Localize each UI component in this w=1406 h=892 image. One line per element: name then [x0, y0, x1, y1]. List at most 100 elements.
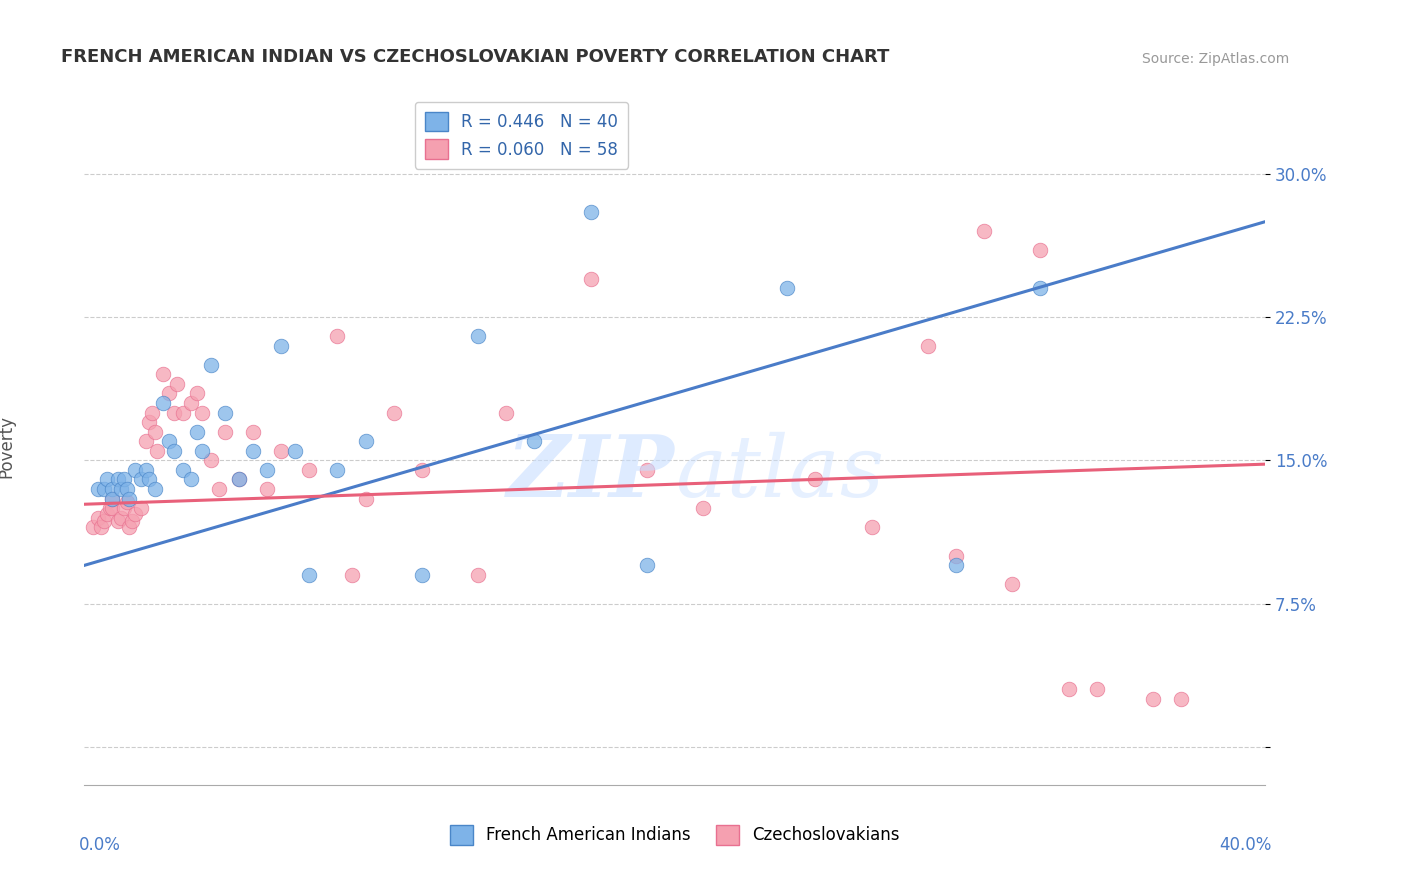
Point: [1001, 577, 1024, 591]
Point: [242, 443, 264, 458]
Point: [579, 205, 602, 219]
Point: [636, 558, 658, 573]
Point: [110, 510, 132, 524]
Point: [354, 491, 377, 506]
Point: [186, 425, 208, 439]
Point: [326, 463, 349, 477]
Point: [191, 406, 214, 420]
Point: [636, 463, 658, 477]
Point: [411, 568, 433, 582]
Point: [1085, 682, 1108, 697]
Point: [129, 472, 152, 486]
Point: [82, 520, 104, 534]
Point: [186, 386, 208, 401]
Point: [1029, 281, 1052, 295]
Point: [166, 376, 188, 391]
Point: [191, 443, 214, 458]
Point: [973, 224, 995, 238]
Point: [93, 515, 115, 529]
Point: [1142, 692, 1164, 706]
Point: [382, 406, 405, 420]
Point: [180, 472, 202, 486]
Point: [860, 520, 883, 534]
Point: [804, 472, 827, 486]
Point: [1170, 692, 1192, 706]
Text: FRENCH AMERICAN INDIAN VS CZECHOSLOVAKIAN POVERTY CORRELATION CHART: FRENCH AMERICAN INDIAN VS CZECHOSLOVAKIA…: [60, 48, 889, 66]
Point: [256, 482, 278, 496]
Point: [692, 501, 714, 516]
Text: 40.0%: 40.0%: [1219, 836, 1271, 854]
Point: [270, 339, 292, 353]
Point: [340, 568, 363, 582]
Point: [146, 443, 169, 458]
Point: [326, 329, 349, 343]
Point: [411, 463, 433, 477]
Point: [138, 472, 160, 486]
Point: [141, 406, 163, 420]
Point: [495, 406, 517, 420]
Point: [242, 425, 264, 439]
Point: [163, 406, 186, 420]
Point: [523, 434, 546, 449]
Point: [124, 507, 146, 521]
Point: [579, 272, 602, 286]
Point: [157, 434, 180, 449]
Legend: French American Indians, Czechoslovakians: French American Indians, Czechoslovakian…: [443, 819, 907, 851]
Point: [270, 443, 292, 458]
Point: [115, 482, 138, 496]
Point: [96, 507, 118, 521]
Point: [138, 415, 160, 429]
Point: [101, 491, 124, 506]
Point: [107, 515, 129, 529]
Point: [172, 463, 194, 477]
Point: [228, 472, 250, 486]
Y-axis label: Poverty: Poverty: [0, 415, 15, 477]
Point: [228, 472, 250, 486]
Point: [87, 482, 110, 496]
Point: [98, 501, 121, 516]
Point: [214, 425, 236, 439]
Point: [101, 491, 124, 506]
Point: [180, 396, 202, 410]
Point: [101, 482, 124, 496]
Point: [152, 368, 174, 382]
Point: [917, 339, 939, 353]
Point: [107, 472, 129, 486]
Point: [157, 386, 180, 401]
Point: [135, 434, 157, 449]
Text: ZIP: ZIP: [508, 432, 675, 515]
Point: [163, 443, 186, 458]
Point: [112, 501, 135, 516]
Point: [101, 501, 124, 516]
Point: [124, 463, 146, 477]
Point: [200, 358, 222, 372]
Point: [1029, 244, 1052, 258]
Point: [152, 396, 174, 410]
Point: [354, 434, 377, 449]
Point: [172, 406, 194, 420]
Point: [96, 472, 118, 486]
Point: [110, 482, 132, 496]
Point: [256, 463, 278, 477]
Point: [112, 472, 135, 486]
Point: [200, 453, 222, 467]
Text: 0.0%: 0.0%: [79, 836, 121, 854]
Point: [214, 406, 236, 420]
Point: [143, 482, 166, 496]
Point: [467, 568, 489, 582]
Point: [298, 568, 321, 582]
Text: atlas: atlas: [675, 432, 884, 515]
Point: [945, 558, 967, 573]
Point: [776, 281, 799, 295]
Point: [945, 549, 967, 563]
Point: [121, 515, 143, 529]
Point: [135, 463, 157, 477]
Point: [115, 495, 138, 509]
Point: [284, 443, 307, 458]
Point: [129, 501, 152, 516]
Point: [87, 510, 110, 524]
Point: [93, 482, 115, 496]
Point: [118, 520, 141, 534]
Point: [208, 482, 231, 496]
Text: Source: ZipAtlas.com: Source: ZipAtlas.com: [1142, 53, 1289, 66]
